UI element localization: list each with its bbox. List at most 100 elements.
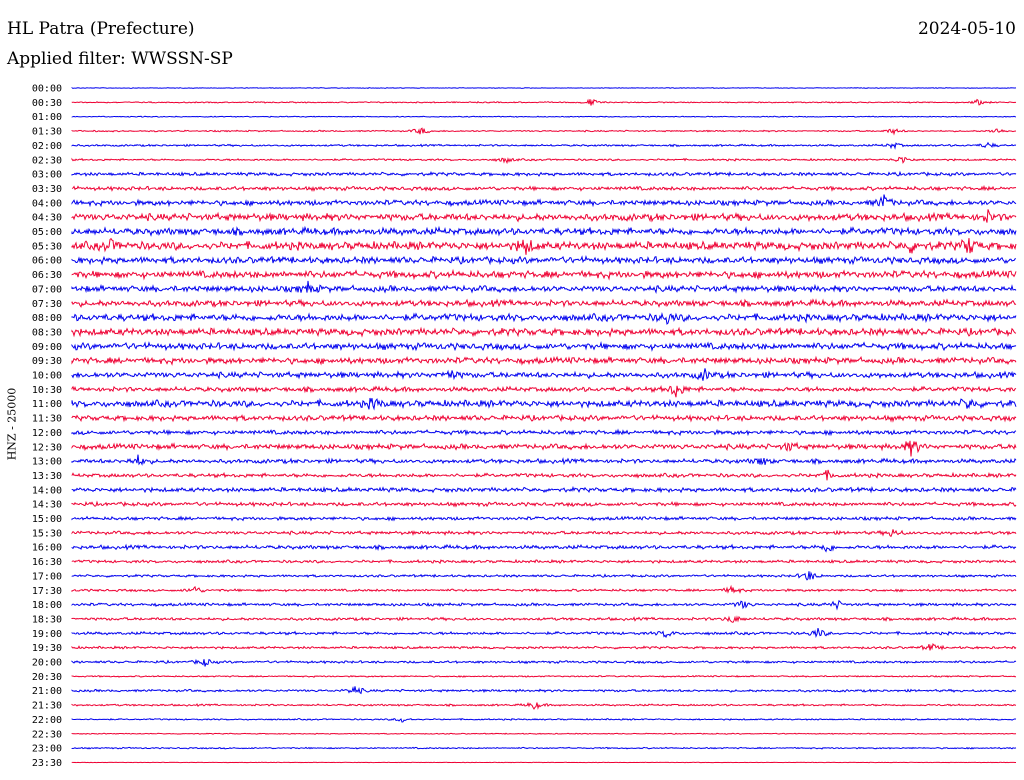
trace-2330 (71, 761, 1016, 764)
trace-0330 (71, 184, 1017, 192)
trace-0000 (71, 87, 1017, 89)
time-label-2030: 20:30 (32, 672, 62, 683)
time-label-0800: 08:00 (32, 313, 62, 324)
time-label-2130: 21:30 (32, 701, 62, 712)
trace-0930 (71, 355, 1017, 366)
time-label-1630: 16:30 (32, 557, 62, 568)
trace-1130 (71, 413, 1017, 423)
time-label-0100: 01:00 (32, 112, 62, 123)
time-label-1530: 15:30 (32, 528, 62, 539)
time-label-2200: 22:00 (32, 715, 62, 726)
trace-2200 (71, 717, 1017, 723)
trace-0130 (71, 127, 1017, 136)
plot-header: HL Patra (Prefecture) 2024-05-10 Applied… (0, 0, 1024, 80)
time-label-0600: 06:00 (32, 256, 62, 267)
trace-1230 (71, 440, 1017, 457)
time-label-0730: 07:30 (32, 299, 62, 310)
time-label-1130: 11:30 (32, 414, 62, 425)
time-label-1930: 19:30 (32, 643, 62, 654)
trace-2230 (71, 732, 1017, 735)
time-label-0430: 04:30 (32, 213, 62, 224)
trace-1930 (71, 643, 1017, 651)
trace-0500 (71, 225, 1017, 237)
trace-0200 (71, 141, 1017, 150)
time-label-0500: 05:00 (32, 227, 62, 238)
time-label-0400: 04:00 (32, 198, 62, 209)
time-label-2100: 21:00 (32, 686, 62, 697)
trace-1630 (71, 558, 1017, 565)
time-label-1500: 15:00 (32, 514, 62, 525)
trace-1530 (71, 529, 1017, 538)
trace-1800 (71, 599, 1017, 611)
time-label-0000: 00:00 (32, 84, 62, 95)
time-label-1330: 13:30 (32, 471, 62, 482)
trace-0400 (71, 194, 1017, 208)
time-label-0300: 03:00 (32, 170, 62, 181)
trace-2000 (71, 658, 1017, 667)
time-label-1300: 13:00 (32, 457, 62, 468)
time-label-0630: 06:30 (32, 270, 62, 281)
trace-0230 (71, 156, 1017, 165)
time-label-0900: 09:00 (32, 342, 62, 353)
time-label-2230: 22:30 (32, 729, 62, 740)
time-label-0330: 03:30 (32, 184, 62, 195)
time-label-1200: 12:00 (32, 428, 62, 439)
trace-0100 (71, 115, 1017, 118)
trace-1430 (71, 500, 1017, 508)
trace-0800 (71, 312, 1017, 325)
trace-1900 (71, 627, 1017, 639)
time-label-1830: 18:30 (32, 614, 62, 625)
trace-2030 (71, 674, 1017, 678)
trace-1330 (71, 469, 1017, 481)
trace-1300 (71, 454, 1017, 466)
trace-0630 (71, 268, 1017, 281)
time-label-0930: 09:30 (32, 356, 62, 367)
trace-0730 (71, 298, 1017, 309)
trace-1200 (71, 428, 1017, 437)
time-label-0030: 00:30 (32, 98, 62, 109)
trace-2100 (71, 686, 1017, 695)
filter-label: Applied filter: WWSSN-SP (7, 49, 233, 69)
time-label-1900: 19:00 (32, 629, 62, 640)
time-label-0230: 02:30 (32, 155, 62, 166)
time-label-1100: 11:00 (32, 399, 62, 410)
trace-1730 (71, 584, 1017, 594)
trace-1100 (71, 397, 1017, 411)
time-label-1730: 17:30 (32, 586, 62, 597)
station-name: HL Patra (Prefecture) (7, 19, 195, 39)
trace-2300 (71, 746, 1017, 750)
time-label-1400: 14:00 (32, 485, 62, 496)
time-label-1800: 18:00 (32, 600, 62, 611)
trace-0530 (71, 237, 1017, 255)
trace-0600 (71, 255, 1017, 266)
time-label-2330: 23:30 (32, 758, 62, 769)
trace-1030 (71, 384, 1017, 398)
time-label-1230: 12:30 (32, 442, 62, 453)
time-label-2300: 23:00 (32, 744, 62, 755)
trace-1500 (71, 515, 1017, 522)
trace-1000 (71, 368, 1017, 381)
trace-0830 (71, 326, 1017, 338)
trace-0030 (71, 98, 1017, 106)
trace-1700 (71, 571, 1017, 581)
time-label-0130: 01:30 (32, 127, 62, 138)
trace-0700 (71, 280, 1017, 294)
time-label-0530: 05:30 (32, 241, 62, 252)
trace-0430 (71, 209, 1017, 223)
time-label-1700: 17:00 (32, 571, 62, 582)
trace-0300 (71, 170, 1017, 178)
time-label-0700: 07:00 (32, 284, 62, 295)
trace-1400 (71, 485, 1017, 494)
time-label-1030: 10:30 (32, 385, 62, 396)
trace-2130 (71, 701, 1017, 710)
trace-1600 (71, 543, 1017, 553)
time-label-1430: 14:30 (32, 500, 62, 511)
plot-date: 2024-05-10 (917, 19, 1016, 39)
time-label-0200: 02:00 (32, 141, 62, 152)
time-label-1000: 10:00 (32, 371, 62, 382)
trace-0900 (71, 340, 1017, 352)
trace-1830 (71, 615, 1017, 623)
time-label-0830: 08:30 (32, 327, 62, 338)
time-label-1600: 16:00 (32, 543, 62, 554)
